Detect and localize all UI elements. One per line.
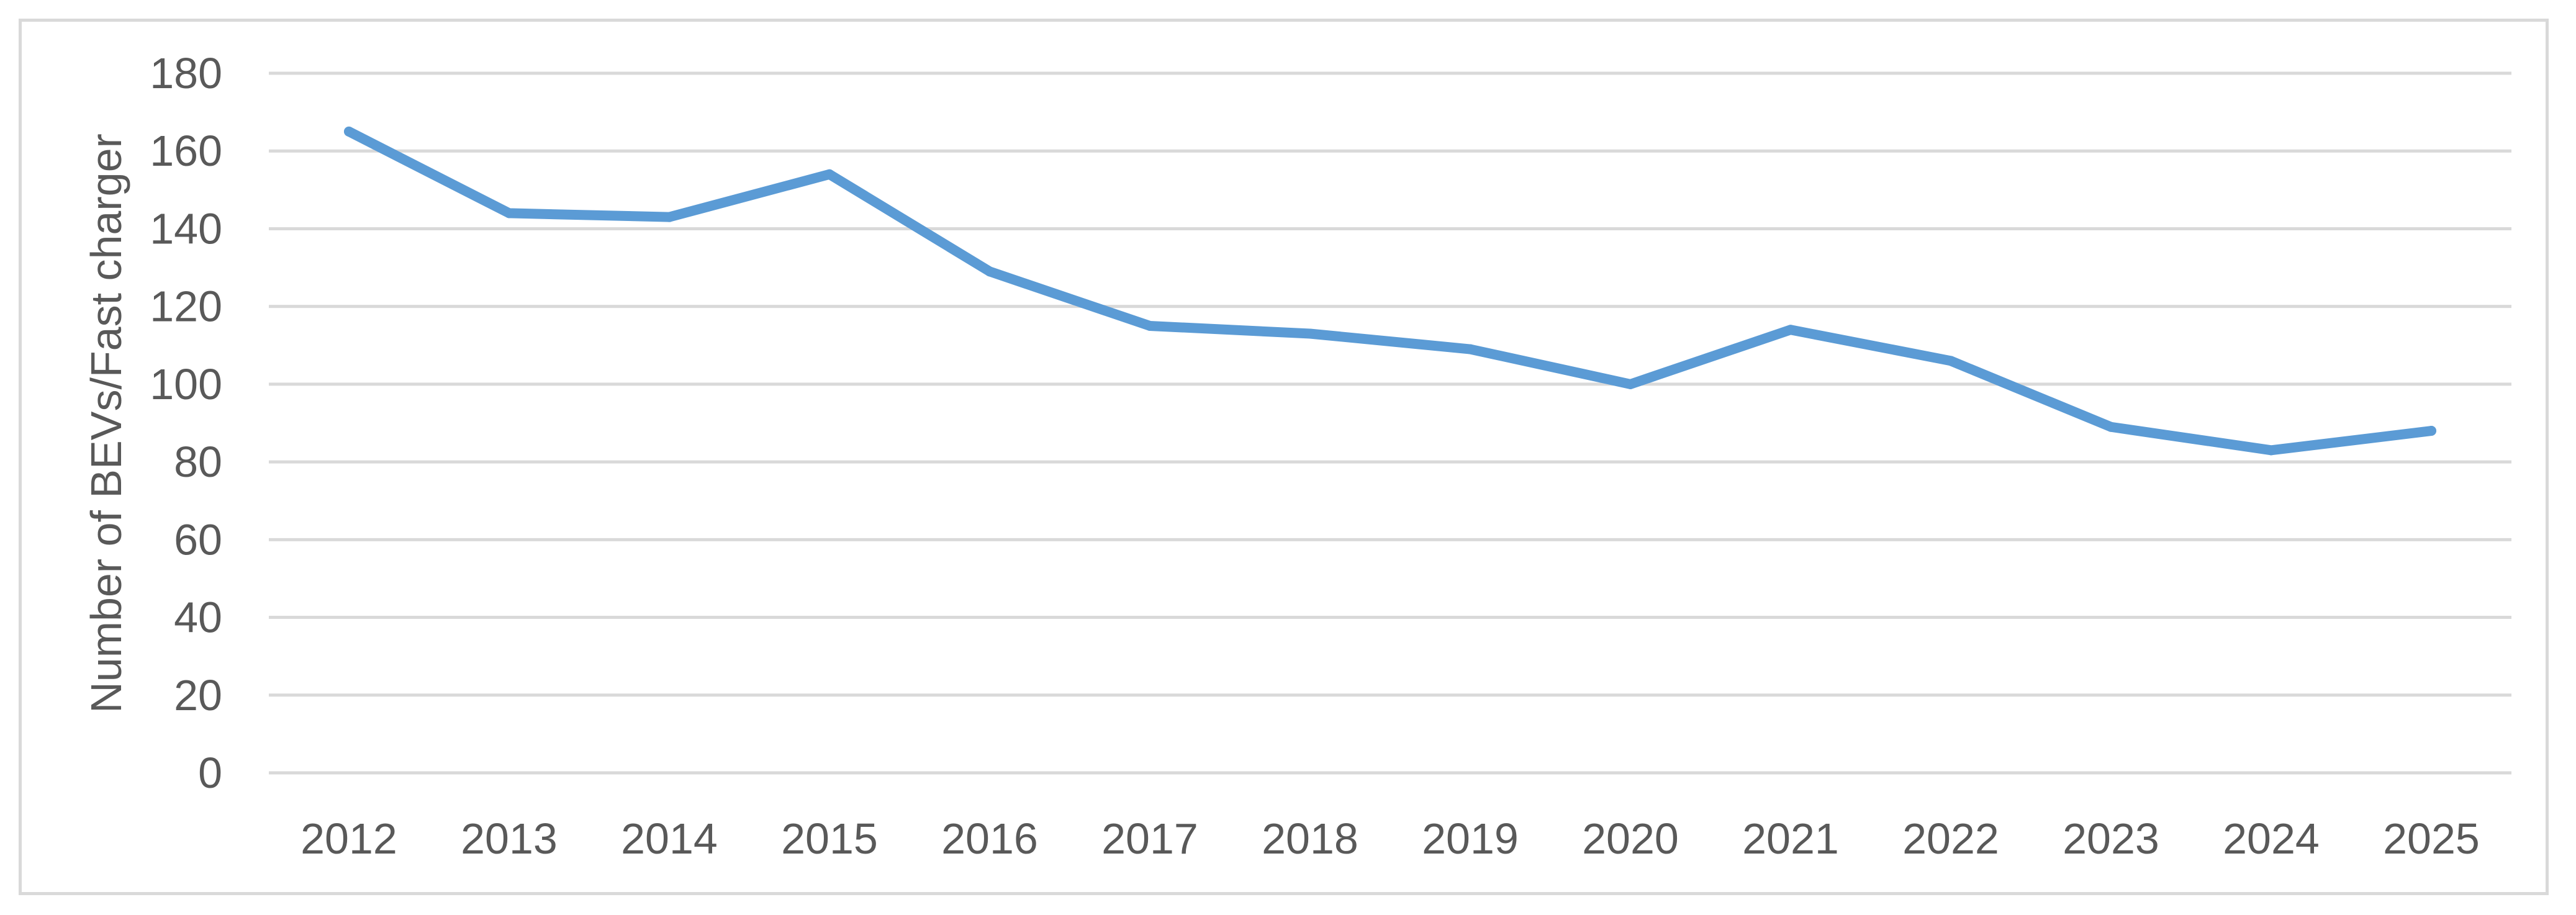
x-tick-label: 2020 xyxy=(1582,814,1679,863)
data-point xyxy=(504,208,514,219)
y-axis-title: Number of BEVs/Fast charger xyxy=(82,133,130,713)
data-point xyxy=(2426,426,2436,436)
x-tick-labels: 2012 2013 2014 2015 2016 2017 2018 2019 2020 2021… xyxy=(301,814,2480,863)
x-tick-label: 2013 xyxy=(461,814,558,863)
series-group xyxy=(344,126,2436,456)
data-point xyxy=(1145,320,1155,331)
x-tick-label: 2016 xyxy=(941,814,1038,863)
y-tick-label: 180 xyxy=(150,49,222,97)
x-tick-label: 2023 xyxy=(2063,814,2159,863)
y-tick-labels: 0 20 40 60 80 100 120 140 160 180 xyxy=(150,49,222,797)
data-point xyxy=(825,169,834,179)
x-tick-label: 2015 xyxy=(781,814,878,863)
x-tick-label: 2014 xyxy=(621,814,718,863)
x-tick-label: 2017 xyxy=(1101,814,1198,863)
data-point xyxy=(1946,356,1956,366)
y-tick-label: 60 xyxy=(174,515,222,564)
y-tick-label: 120 xyxy=(150,282,222,331)
data-point xyxy=(985,266,995,277)
chart-frame xyxy=(19,19,2549,895)
x-tick-label: 2021 xyxy=(1742,814,1839,863)
y-tick-label: 0 xyxy=(198,749,222,797)
x-tick-label: 2019 xyxy=(1422,814,1519,863)
gridlines xyxy=(269,71,2511,775)
x-tick-label: 2025 xyxy=(2383,814,2480,863)
y-tick-label: 20 xyxy=(174,671,222,719)
series-line xyxy=(344,126,2436,456)
x-tick-label: 2024 xyxy=(2223,814,2320,863)
data-point xyxy=(2106,421,2116,432)
data-point xyxy=(2266,445,2276,456)
x-tick-label: 2018 xyxy=(1262,814,1358,863)
y-tick-label: 140 xyxy=(150,204,222,253)
y-tick-label: 80 xyxy=(174,438,222,486)
y-tick-label: 100 xyxy=(150,360,222,408)
data-point xyxy=(1786,325,1796,335)
x-tick-label: 2022 xyxy=(1902,814,1999,863)
y-tick-label: 40 xyxy=(174,593,222,642)
data-point xyxy=(1305,328,1315,339)
data-point xyxy=(344,126,354,137)
y-tick-label: 160 xyxy=(150,127,222,175)
data-point xyxy=(1465,344,1475,354)
data-point xyxy=(1625,379,1635,389)
x-tick-label: 2012 xyxy=(301,814,397,863)
data-point xyxy=(664,212,674,222)
